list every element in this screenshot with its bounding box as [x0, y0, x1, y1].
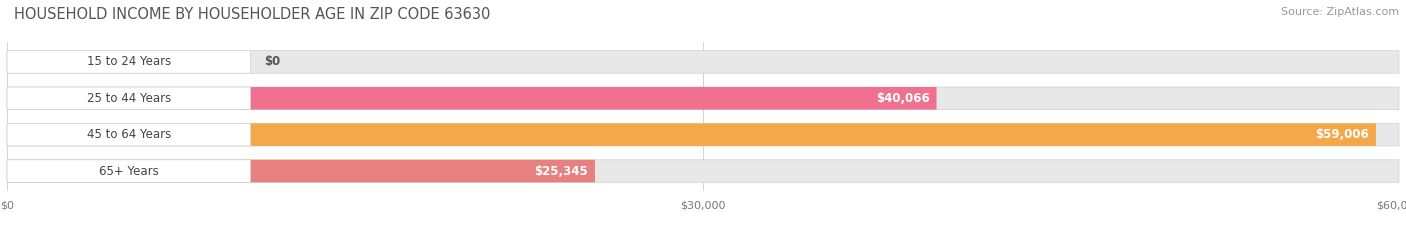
FancyBboxPatch shape — [7, 87, 1399, 110]
FancyBboxPatch shape — [7, 87, 936, 110]
FancyBboxPatch shape — [7, 87, 250, 110]
FancyBboxPatch shape — [7, 123, 1399, 146]
FancyBboxPatch shape — [7, 160, 250, 182]
FancyBboxPatch shape — [7, 51, 1399, 73]
Text: Source: ZipAtlas.com: Source: ZipAtlas.com — [1281, 7, 1399, 17]
Text: $25,345: $25,345 — [534, 164, 588, 178]
Text: $0: $0 — [264, 55, 281, 69]
Text: 25 to 44 Years: 25 to 44 Years — [87, 92, 172, 105]
Text: 15 to 24 Years: 15 to 24 Years — [87, 55, 172, 69]
FancyBboxPatch shape — [7, 123, 250, 146]
FancyBboxPatch shape — [7, 51, 250, 73]
Text: 65+ Years: 65+ Years — [98, 164, 159, 178]
FancyBboxPatch shape — [7, 160, 1399, 182]
Text: HOUSEHOLD INCOME BY HOUSEHOLDER AGE IN ZIP CODE 63630: HOUSEHOLD INCOME BY HOUSEHOLDER AGE IN Z… — [14, 7, 491, 22]
Text: $59,006: $59,006 — [1315, 128, 1369, 141]
Text: 45 to 64 Years: 45 to 64 Years — [87, 128, 172, 141]
FancyBboxPatch shape — [7, 160, 595, 182]
Text: $40,066: $40,066 — [876, 92, 929, 105]
FancyBboxPatch shape — [7, 123, 1376, 146]
